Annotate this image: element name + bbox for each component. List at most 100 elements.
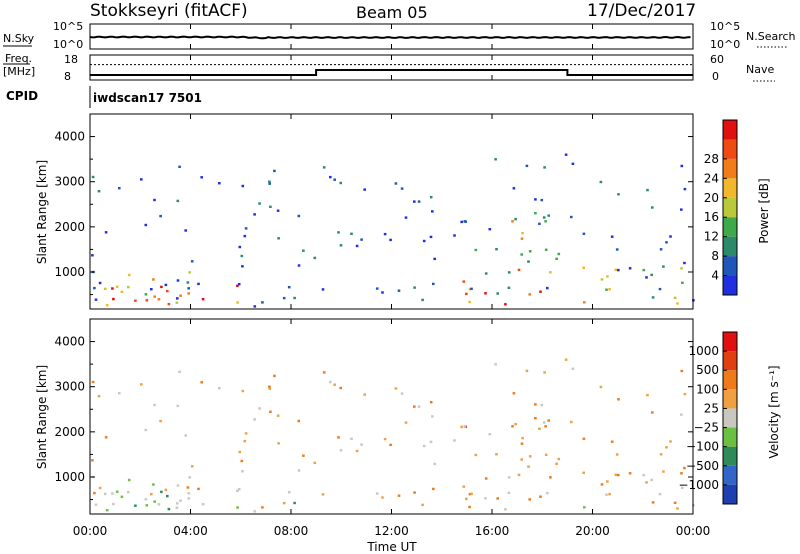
power-cell xyxy=(187,292,190,295)
power-cell xyxy=(460,220,463,224)
velocity-cell xyxy=(253,418,256,421)
nsky-panel: N.Sky 10^5 10^0 10^5 10^0 N.Search xyxy=(3,20,796,51)
power-cell xyxy=(244,227,248,230)
velocity-cell xyxy=(683,392,687,396)
power-cell xyxy=(600,278,604,281)
power-cell xyxy=(394,182,398,185)
power-cell xyxy=(355,244,359,248)
freq-tick-high: 18 xyxy=(64,53,78,66)
power-cell xyxy=(397,289,401,292)
xtick-label: 00:00 xyxy=(676,524,711,538)
velocity-cell xyxy=(484,497,487,500)
power-cell xyxy=(615,248,619,251)
velocity-cell xyxy=(140,383,143,386)
power-cell xyxy=(507,286,511,289)
power-cell xyxy=(241,184,245,188)
colorbar-tick-label: 28 xyxy=(704,152,719,166)
velocity-cell xyxy=(659,453,663,456)
power-cell xyxy=(564,153,568,156)
velocity-cell xyxy=(394,387,398,390)
velocity-cell xyxy=(277,442,280,445)
power-cell xyxy=(432,282,435,286)
velocity-cell xyxy=(150,493,153,496)
velocity-cell xyxy=(127,478,131,482)
colorbar-swatch xyxy=(723,389,737,409)
velocity-cell xyxy=(512,392,516,395)
velocity-cell xyxy=(105,509,109,512)
colorbar-swatch xyxy=(723,236,737,257)
colorbar-swatch xyxy=(723,275,737,295)
power-cell xyxy=(97,190,101,193)
colorbar-tick-label: 16 xyxy=(704,210,719,224)
power-cell xyxy=(676,302,679,305)
power-cell xyxy=(645,276,648,279)
xtick-label: 08:00 xyxy=(274,524,309,538)
velocity-cell xyxy=(642,473,646,477)
velocity-cell xyxy=(404,421,408,424)
power-cell xyxy=(514,217,517,221)
power-cell xyxy=(400,187,404,190)
velocity-cell xyxy=(322,371,326,374)
power-cell xyxy=(463,220,467,223)
power-cell xyxy=(383,232,387,236)
velocity-cell xyxy=(188,476,191,479)
power-cell xyxy=(544,248,548,251)
power-cell xyxy=(462,280,466,283)
power-cell xyxy=(145,299,149,302)
velocity-cell xyxy=(645,481,648,484)
power-cell xyxy=(538,222,541,225)
power-cell xyxy=(293,296,296,300)
power-cell xyxy=(628,267,632,270)
station-title: Stokkseyri (fitACF) xyxy=(90,1,248,21)
velocity-cell xyxy=(600,483,604,486)
velocity-cell xyxy=(680,369,684,373)
power-cell xyxy=(333,178,336,181)
power-cell xyxy=(363,188,366,191)
velocity-cell xyxy=(321,493,325,496)
ytick-label: 1000 xyxy=(54,265,85,279)
velocity-cell xyxy=(651,501,655,504)
xtick-label: 20:00 xyxy=(575,524,610,538)
power-cell xyxy=(521,231,524,235)
power-cell xyxy=(617,268,620,272)
power-cell xyxy=(152,278,155,281)
velocity-cell xyxy=(339,386,342,390)
power-cell xyxy=(465,292,468,296)
velocity-cell xyxy=(236,506,239,509)
velocity-cell xyxy=(507,476,511,479)
power-cell xyxy=(662,265,665,268)
velocity-cell xyxy=(610,440,614,443)
velocity-cell xyxy=(582,437,586,440)
colorbar-swatch xyxy=(723,465,737,485)
power-cell xyxy=(507,271,511,274)
power-cell xyxy=(570,215,573,219)
velocity-cell xyxy=(91,380,95,384)
velocity-cell xyxy=(355,449,359,453)
power-cell xyxy=(269,205,272,208)
velocity-cell xyxy=(153,403,156,407)
power-colorbar-label: Power [dB] xyxy=(757,178,771,243)
power-cell xyxy=(91,254,94,257)
velocity-cell xyxy=(429,440,433,444)
power-cell xyxy=(322,166,326,169)
velocity-cell xyxy=(144,498,148,501)
velocity-cell xyxy=(297,469,301,472)
power-cell xyxy=(200,176,203,179)
power-cell xyxy=(527,260,530,263)
power-cell xyxy=(651,296,655,299)
freq-panel: Freq. [MHz] 18 8 60 0 Nave xyxy=(3,52,775,83)
power-cell xyxy=(651,206,654,209)
nsearch-label: N.Search xyxy=(746,30,796,43)
power-cell xyxy=(237,283,241,286)
xtick-label: 12:00 xyxy=(374,524,409,538)
power-cell xyxy=(468,288,472,291)
velocity-cell xyxy=(673,501,677,504)
velocity-cell xyxy=(606,480,609,483)
velocity-cell xyxy=(468,493,472,496)
velocity-cell xyxy=(93,491,96,495)
power-cell xyxy=(261,301,264,304)
velocity-cell xyxy=(167,507,171,511)
power-cell xyxy=(164,283,168,287)
power-cell xyxy=(429,196,433,199)
velocity-cell xyxy=(269,410,272,413)
